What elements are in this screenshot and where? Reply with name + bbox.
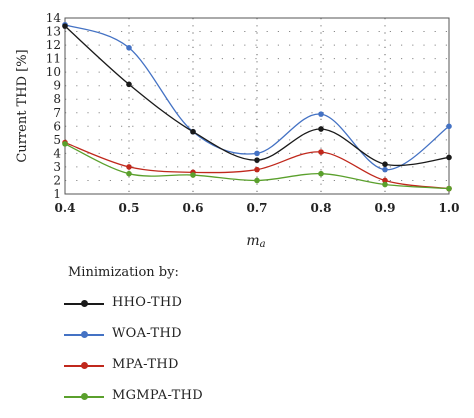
x-tick-label: 0.9	[375, 201, 396, 215]
y-tick-label: 4	[53, 146, 61, 160]
y-axis-label: Current THD [%]	[15, 49, 30, 162]
series-points	[62, 21, 452, 192]
legend-item-woa-thd: WOA-THD	[64, 325, 264, 356]
data-point-mpa-thd	[126, 164, 132, 170]
data-point-mgmpa-thd	[126, 170, 132, 177]
data-point-mgmpa-thd	[318, 170, 324, 177]
data-point-mgmpa-thd	[62, 141, 68, 147]
x-tick-label: 1.0	[439, 201, 460, 215]
data-point-mgmpa-thd	[382, 181, 388, 188]
data-point-woa-thd	[254, 150, 260, 157]
data-point-hho-thd	[190, 128, 196, 135]
legend-item-mgmpa-thd: MGMPA-THD	[64, 387, 264, 418]
y-tick-label: 6	[53, 119, 61, 133]
data-point-hho-thd	[446, 154, 452, 161]
data-point-mpa-thd	[254, 166, 260, 173]
data-point-mgmpa-thd	[190, 172, 196, 178]
y-tick-label: 2	[53, 173, 61, 187]
legend-marker	[81, 393, 88, 400]
legend-marker	[81, 362, 88, 369]
x-axis-label: ma	[246, 233, 265, 250]
y-tick-label: 8	[53, 92, 61, 106]
legend-item-mpa-thd: MPA-THD	[64, 356, 264, 387]
data-point-mgmpa-thd	[254, 177, 260, 184]
y-tick-label: 3	[53, 160, 61, 174]
y-tick-label: 12	[46, 38, 61, 52]
legend-label: HHO-THD	[112, 295, 183, 310]
data-point-woa-thd	[318, 111, 324, 117]
x-tick-label: 0.7	[247, 201, 268, 215]
legend-title: Minimization by:	[68, 265, 179, 280]
legend-label: MGMPA-THD	[112, 388, 204, 403]
legend-item-hho-thd: HHO-THD	[64, 294, 264, 325]
legend-label: WOA-THD	[112, 326, 182, 341]
y-tick-label: 1	[53, 187, 61, 201]
legend: HHO-THD WOA-THD MPA-THD MGMPA-THD	[64, 294, 264, 418]
y-tick-label: 14	[46, 11, 62, 25]
x-tick-label: 0.6	[183, 201, 204, 215]
y-tick-label: 9	[53, 79, 61, 93]
x-tick-label: 0.8	[311, 201, 332, 215]
x-tick-labels: 0.4 0.5 0.6 0.7 0.8 0.9 1.0	[55, 201, 460, 215]
y-tick-label: 11	[46, 52, 61, 66]
series-lines	[64, 24, 450, 190]
data-point-hho-thd	[382, 161, 388, 168]
data-point-woa-thd	[446, 123, 452, 130]
data-point-woa-thd	[126, 44, 132, 51]
x-tick-label: 0.5	[119, 201, 140, 215]
data-point-hho-thd	[62, 23, 68, 29]
data-point-hho-thd	[254, 157, 260, 163]
y-tick-label: 7	[53, 106, 61, 120]
x-axis-label-main: m	[246, 233, 259, 249]
legend-marker	[81, 300, 88, 307]
data-point-hho-thd	[126, 81, 132, 88]
y-tick-label: 13	[46, 25, 61, 39]
data-point-mgmpa-thd	[446, 185, 452, 192]
data-point-mpa-thd	[318, 149, 324, 155]
plot-frame	[64, 17, 450, 195]
data-point-mpa-thd	[382, 177, 388, 184]
x-axis-label-sub: a	[260, 239, 266, 250]
y-tick-label: 10	[46, 65, 61, 79]
data-point-woa-thd	[382, 166, 388, 173]
x-tick-label: 0.4	[55, 201, 76, 215]
legend-label: MPA-THD	[112, 357, 179, 372]
data-point-hho-thd	[318, 126, 324, 132]
legend-marker	[81, 331, 88, 338]
y-tick-label: 5	[53, 133, 61, 147]
